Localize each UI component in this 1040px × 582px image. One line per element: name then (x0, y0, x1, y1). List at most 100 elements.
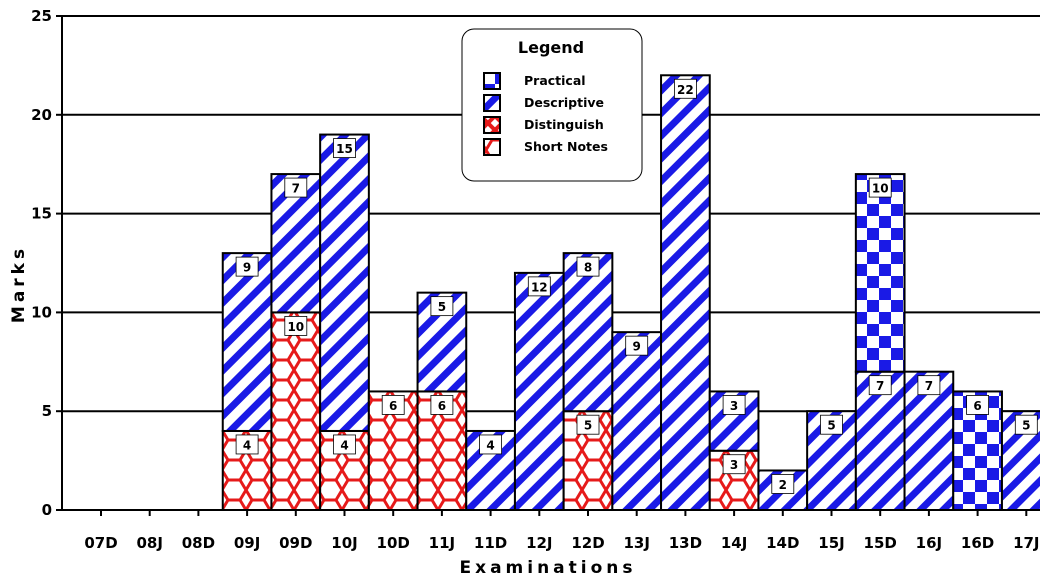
data-label: 6 (438, 399, 446, 413)
data-label: 9 (633, 340, 641, 354)
data-label-box (527, 276, 551, 297)
legend-box (461, 28, 643, 182)
x-tick-label: 12D (571, 534, 604, 552)
data-label: 4 (340, 438, 348, 452)
data-label-box (333, 434, 356, 455)
legend-label: Short Notes (524, 139, 608, 154)
data-label: 6 (389, 399, 397, 413)
data-label-box (868, 177, 892, 198)
x-axis-ticks: 07D 08J 08D 09J 09D 10J 10D 11J 11D 12J 12D 13J 13D 1… (84, 510, 1040, 552)
x-tick-label: 11J (429, 534, 455, 552)
data-label: 7 (925, 379, 933, 393)
legend-swatch (483, 138, 501, 156)
x-tick-label: 14D (766, 534, 799, 552)
legend-label: Descriptive (524, 95, 604, 110)
data-label-box (430, 395, 454, 415)
data-label: 5 (1022, 419, 1030, 433)
bars (221, 74, 1040, 512)
data-label: 7 (292, 182, 300, 196)
x-tick-label: 13D (669, 534, 702, 552)
data-label: 9 (243, 261, 251, 275)
data-label-box (284, 315, 308, 336)
data-label-box (235, 256, 259, 277)
data-label: 7 (876, 379, 884, 393)
data-label-box (917, 375, 941, 396)
data-label-box (235, 434, 259, 455)
bar-segment-desc (854, 370, 906, 511)
legend: Legend Practical Descriptive Distinguish Sh… (461, 28, 643, 182)
data-label: 5 (584, 419, 592, 433)
legend-entries: Practical Descriptive Distinguish Short Not… (483, 72, 608, 156)
x-tick-label: 16D (961, 534, 994, 552)
x-tick-label: 14J (721, 534, 747, 552)
data-label-box (576, 256, 600, 277)
x-tick-label: 17J (1013, 534, 1039, 552)
x-tick-label: 09J (234, 534, 260, 552)
data-label: 15 (336, 142, 353, 156)
legend-title: Legend (518, 38, 584, 57)
legend-label: Distinguish (524, 117, 604, 132)
x-tick-label: 10J (331, 534, 357, 552)
y-tick-label: 20 (31, 106, 52, 124)
x-tick-label: 15J (818, 534, 844, 552)
bar-segment-short (270, 311, 322, 511)
data-label-box (674, 78, 697, 99)
x-tick-label: 12J (526, 534, 552, 552)
x-axis-title: Examinations (459, 558, 636, 578)
data-label: 4 (243, 438, 251, 452)
y-tick-label: 15 (31, 205, 52, 223)
bar-segment-desc (319, 133, 370, 432)
data-label-box (333, 138, 356, 158)
data-label-box (820, 414, 843, 435)
x-tick-label: 09D (279, 534, 312, 552)
data-label: 2 (779, 478, 787, 492)
data-label-box (625, 335, 649, 356)
data-label-box (284, 177, 308, 198)
data-label: 4 (486, 438, 494, 452)
y-tick-label: 10 (31, 303, 52, 321)
x-tick-label: 10D (377, 534, 410, 552)
bar-segment-desc (562, 252, 614, 413)
data-label: 8 (584, 261, 592, 275)
y-axis-title: Marks (9, 245, 29, 323)
data-label-box (430, 296, 454, 317)
data-labels: 4 9 10 7 4 15 6 6 5 4 12 5 8 9 22 3 3 2 5 7 10 7 6 5 (235, 78, 1038, 494)
data-label-box (722, 395, 746, 415)
bar-segment-desc (513, 271, 565, 511)
bar-segment-prac (854, 173, 906, 373)
y-axis-ticks: 0 5 10 15 20 25 (31, 7, 62, 519)
bar-segment-desc (660, 74, 711, 511)
data-label: 5 (827, 419, 835, 433)
bar-segment-desc (221, 252, 273, 432)
legend-swatch (483, 116, 501, 134)
y-tick-label: 25 (31, 7, 52, 25)
x-tick-label: 08D (182, 534, 215, 552)
data-label: 22 (677, 83, 694, 97)
data-label-box (771, 474, 795, 494)
data-label: 10 (872, 182, 889, 196)
data-label: 3 (730, 458, 738, 472)
y-tick-label: 0 (42, 501, 52, 519)
data-label: 12 (531, 280, 548, 294)
data-label-box (722, 454, 746, 475)
x-tick-label: 07D (84, 534, 117, 552)
x-tick-label: 08J (136, 534, 162, 552)
data-label: 6 (973, 399, 981, 413)
data-label: 10 (287, 320, 304, 334)
bar-segment-desc (611, 331, 663, 511)
legend-swatch (483, 94, 501, 112)
data-label-box (1014, 414, 1038, 435)
data-label-box (966, 395, 989, 415)
data-label-box (381, 395, 405, 415)
data-label-box (576, 414, 600, 435)
x-tick-label: 15D (864, 534, 897, 552)
y-tick-label: 5 (42, 402, 52, 420)
x-tick-label: 13J (623, 534, 649, 552)
x-tick-label: 16J (916, 534, 942, 552)
data-label-box (479, 434, 503, 455)
x-tick-label: 11D (474, 534, 507, 552)
data-label-box (868, 375, 892, 396)
data-label: 5 (438, 300, 446, 314)
